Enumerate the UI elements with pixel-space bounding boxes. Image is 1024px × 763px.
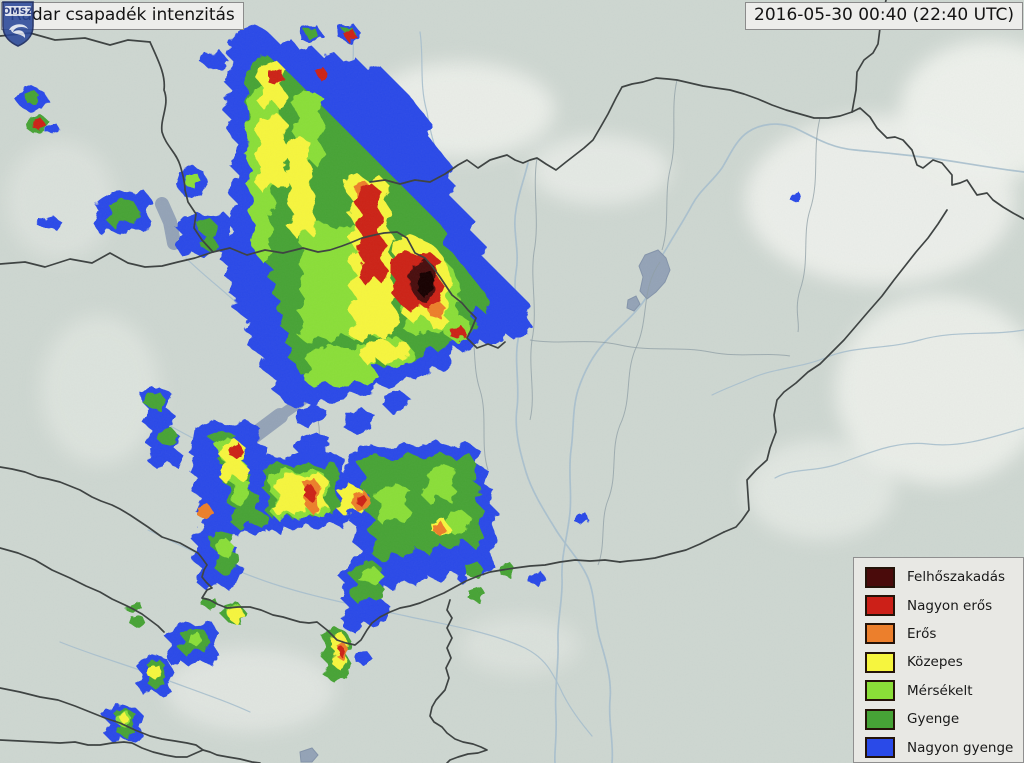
- logo-band: [5, 6, 31, 16]
- legend-row: Nagyon gyenge: [865, 733, 1023, 761]
- legend-rows: Felhőszakadás Nagyon erős Erős Közepes Mérsé…: [865, 563, 1023, 762]
- legend-row: Felhőszakadás: [865, 563, 1023, 591]
- legend-label: Felhőszakadás: [907, 569, 1006, 586]
- legend-label: Mérsékelt: [907, 682, 973, 699]
- intensity-legend: Felhőszakadás Nagyon erős Erős Közepes Mérsé…: [853, 557, 1024, 763]
- legend-row: Közepes: [865, 648, 1023, 676]
- legend-label: Nagyon erős: [907, 597, 993, 614]
- logo-text: OMSZ: [3, 7, 34, 17]
- legend-label: Erős: [907, 625, 937, 642]
- timestamp-text: 2016-05-30 00:40 (22:40 UTC): [754, 5, 1014, 25]
- legend-label: Közepes: [907, 654, 963, 671]
- legend-color-swatch: [865, 623, 895, 645]
- legend-label: Nagyon gyenge: [907, 739, 1014, 756]
- legend-row: Mérsékelt: [865, 677, 1023, 705]
- legend-label: Gyenge: [907, 711, 960, 728]
- legend-color-swatch: [865, 566, 895, 588]
- page-title: Radar csapadék intenzitás: [1, 2, 244, 30]
- legend-row: Gyenge: [865, 705, 1023, 733]
- legend-row: Nagyon erős: [865, 591, 1023, 619]
- legend-color-swatch: [865, 737, 895, 759]
- legend-color-swatch: [865, 595, 895, 617]
- omsz-logo: OMSZ: [2, 1, 34, 47]
- legend-row: Erős: [865, 620, 1023, 648]
- legend-color-swatch: [865, 680, 895, 702]
- legend-color-swatch: [865, 708, 895, 730]
- logo-wave-icon: [9, 24, 28, 38]
- timestamp: 2016-05-30 00:40 (22:40 UTC): [745, 2, 1023, 30]
- title-text: Radar csapadék intenzitás: [10, 5, 235, 25]
- legend-color-swatch: [865, 651, 895, 673]
